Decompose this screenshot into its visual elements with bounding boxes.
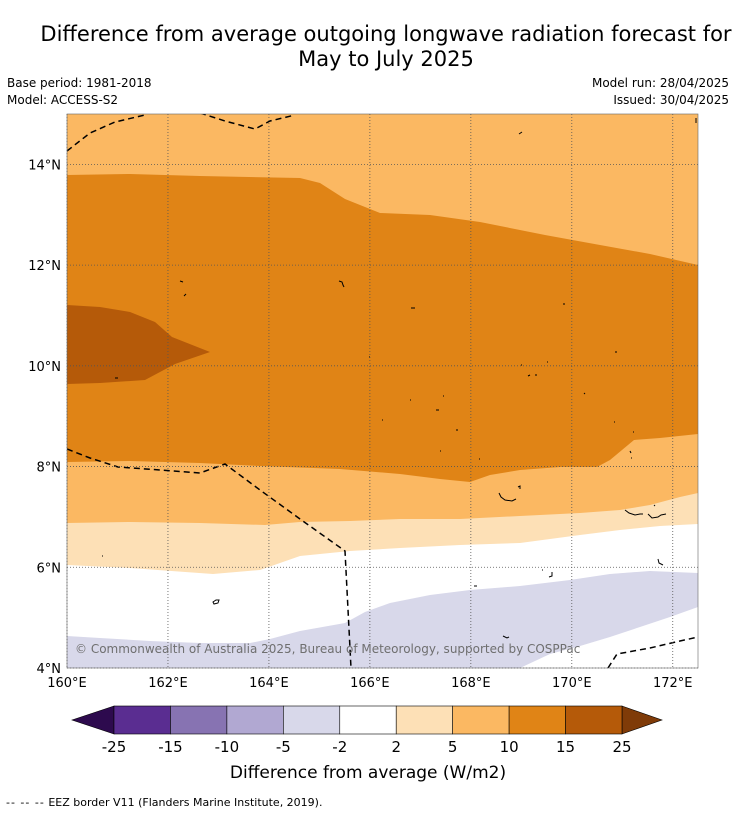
colorbar-label: Difference from average (W/m2) [230,763,506,783]
meta-right: Model run: 28/04/2025 Issued: 30/04/2025 [592,75,729,109]
lat-tick-label: 6°N [37,561,62,576]
colorbar-tick-label: 15 [556,738,575,756]
eez-legend-symbol: -- -- -- [6,796,45,809]
eez-legend-text: EEZ border V11 (Flanders Marine Institut… [48,796,323,809]
meta-left: Base period: 1981-2018 Model: ACCESS-S2 [7,75,152,109]
lon-tick-label: 160°E [47,676,87,691]
colorbar-box [395,705,453,735]
lon-tick-label: 164°E [249,676,289,691]
title-line-2: May to July 2025 [298,47,474,71]
colorbar-tick-label: 5 [448,738,458,756]
colorbar-above-max [621,705,663,735]
band-minus-5-minus-2 [67,571,698,668]
contour-layers [67,114,698,668]
eez-legend: -- -- -- EEZ border V11 (Flanders Marine… [6,796,322,809]
colorbar-box [113,705,171,735]
colorbar-tick-label: 10 [500,738,519,756]
issued-date: Issued: 30/04/2025 [613,93,729,107]
colorbar-box [508,705,566,735]
lat-tick-label: 14°N [28,158,61,173]
lon-tick-label: 170°E [552,676,592,691]
eez-borders [67,114,698,668]
base-period: Base period: 1981-2018 [7,76,152,90]
lon-tick-label: 162°E [148,676,188,691]
colorbar-box [283,705,341,735]
band-10-15 [67,174,698,482]
colorbar-below-min [71,705,115,735]
colorbar-box [452,705,510,735]
lon-tick-label: 166°E [350,676,390,691]
title-line-1: Difference from average outgoing longwav… [40,22,732,46]
colorbar-box [339,705,397,735]
islands [102,118,697,639]
lat-tick-label: 8°N [37,461,62,476]
band-15-25 [67,305,210,384]
map-frame [66,113,699,669]
colorbar-tick-label: 25 [612,738,631,756]
lon-tick-label: 168°E [451,676,491,691]
lon-tick-label: 172°E [653,676,693,691]
colorbar-tick-label: -2 [332,738,347,756]
colorbar-tick-label: 2 [391,738,401,756]
colorbar-tick-label: -5 [276,738,291,756]
colorbar-tick-label: -15 [158,738,183,756]
chart-title: Difference from average outgoing longwav… [0,22,736,72]
colorbar-box [226,705,284,735]
colorbar-box [565,705,623,735]
lon-tick-labels: 160°E 162°E 164°E 166°E 168°E 170°E 172°E [47,676,692,691]
lat-tick-labels: 4°N 6°N 8°N 10°N 12°N 14°N [28,158,61,677]
colorbar: -25 -15 -10 -5 -2 2 5 10 15 25 [71,705,663,756]
watermark-text: © Commonwealth of Australia 2025, Bureau… [75,642,580,656]
lat-tick-label: 12°N [28,259,61,274]
colorbar-tick-label: -10 [215,738,240,756]
colorbar-tick-label: -25 [102,738,127,756]
lat-tick-label: 10°N [28,360,61,375]
lat-tick-label: 4°N [37,662,62,677]
forecast-map: 160°E 162°E 164°E 166°E 168°E 170°E 172°E 4°N 6… [28,113,699,783]
model-name: Model: ACCESS-S2 [7,93,119,107]
colorbar-box [170,705,228,735]
model-run: Model run: 28/04/2025 [591,76,729,90]
